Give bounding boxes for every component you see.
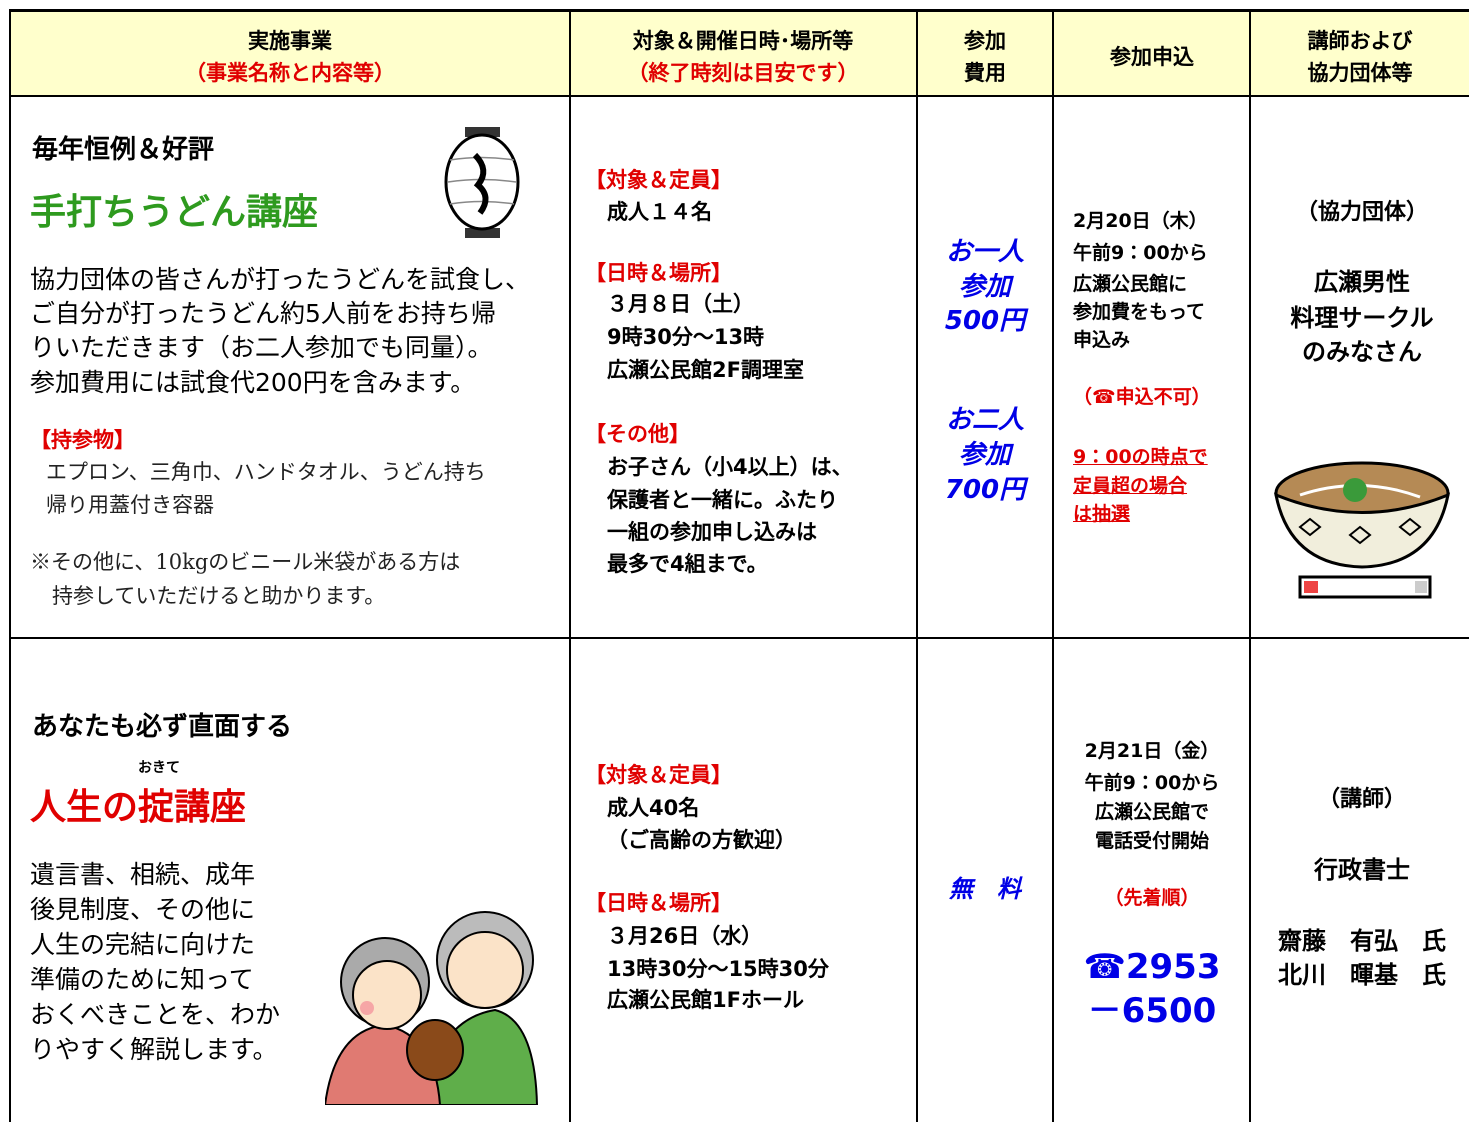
description: 協力団体の皆さんが打ったうどんを試食し、 xyxy=(30,265,531,294)
header-text: 費用 xyxy=(964,61,1006,85)
lead: 毎年恒例＆好評 xyxy=(32,135,215,165)
apply: 電話受付開始 xyxy=(1094,830,1210,852)
note: 持参していただけると助かります。 xyxy=(52,584,386,608)
description: おくべきことを、わか xyxy=(30,1000,281,1029)
section-line: 広瀬公民館1Fホール xyxy=(607,988,804,1012)
section-line: 成人１４名 xyxy=(607,200,712,224)
lecturer-label: （講師） xyxy=(1317,787,1407,812)
apply-lottery: 定員超の場合 xyxy=(1073,475,1188,497)
border xyxy=(10,95,1469,97)
fee: 参加 xyxy=(958,272,1012,302)
phone: ☎2953 xyxy=(1083,947,1221,987)
course-title: 人生の掟講座 xyxy=(30,787,247,828)
description: りいただきます（お二人参加でも同量）。 xyxy=(30,333,493,362)
section-line: 一組の参加申し込みは xyxy=(607,520,817,544)
section-label: 【対象＆定員】 xyxy=(585,763,732,787)
fee: お二人 xyxy=(945,405,1025,435)
apply: 2月21日（金） xyxy=(1084,740,1220,762)
section-line: （ご高齢の方歓迎） xyxy=(607,828,796,852)
apply: 参加費をもって xyxy=(1073,301,1206,323)
section-line: 9時30分～13時 xyxy=(607,325,765,349)
partner: 料理サークル xyxy=(1290,304,1434,332)
partner: のみなさん xyxy=(1302,338,1422,366)
section-line: ３月26日（水） xyxy=(607,924,763,948)
apply: 午前9：00から xyxy=(1073,242,1208,264)
apply: 広瀬公民館で xyxy=(1094,801,1210,823)
fee: 無 料 xyxy=(949,875,1021,903)
bring-item: エプロン、三角巾、ハンドタオル、うどん持ち xyxy=(46,460,486,484)
border xyxy=(9,9,11,1122)
udon-bowl-icon xyxy=(1273,461,1451,599)
apply-lottery: は抽選 xyxy=(1073,503,1131,525)
section-line: ３月８日（土） xyxy=(607,292,754,316)
description: ご自分が打ったうどん約5人前をお持ち帰 xyxy=(30,299,496,328)
bring-item: 帰り用蓋付き容器 xyxy=(46,493,214,517)
fee: 参加 xyxy=(958,440,1012,470)
border xyxy=(10,637,1469,639)
border xyxy=(569,9,571,1122)
apply: 2月20日（木） xyxy=(1073,210,1208,232)
header-text: （終了時刻は目安です） xyxy=(627,61,859,85)
bring-label: 【持参物】 xyxy=(30,428,135,452)
description: 参加費用には試食代200円を含みます。 xyxy=(30,368,476,397)
header-text: 参加申込 xyxy=(1110,45,1194,69)
lecturer-title: 行政書士 xyxy=(1314,856,1410,884)
header-text: （事業名称と内容等） xyxy=(185,61,395,85)
section-label: 【日時＆場所】 xyxy=(585,891,732,915)
partner: 広瀬男性 xyxy=(1314,268,1410,296)
elderly-couple-illustration xyxy=(325,911,539,1105)
border xyxy=(1249,9,1251,1122)
border xyxy=(916,9,918,1122)
apply-notice: （☎申込不可） xyxy=(1073,386,1211,408)
description: 後見制度、その他に xyxy=(30,895,256,924)
section-label: 【日時＆場所】 xyxy=(585,261,732,285)
description: 人生の完結に向けた xyxy=(30,930,256,959)
section-label: 【その他】 xyxy=(585,422,690,446)
partner-label: （協力団体） xyxy=(1295,200,1429,225)
header-bg xyxy=(10,10,1469,96)
header-text: 実施事業 xyxy=(248,29,332,53)
header-text: 参加 xyxy=(964,29,1006,53)
note: ※その他に、10kgのビニール米袋がある方は xyxy=(30,550,461,574)
apply-notice: （先着順） xyxy=(1104,887,1200,909)
lead: あなたも必ず直面する xyxy=(32,712,293,742)
section-line: 成人40名 xyxy=(607,796,700,820)
section-line: お子さん（小4以上）は、 xyxy=(607,455,853,479)
border xyxy=(10,9,1469,12)
lecturer: 北川 暉基 氏 xyxy=(1278,961,1446,989)
header-text: 対象＆開催日時･場所等 xyxy=(632,29,854,53)
apply: 申込み xyxy=(1073,329,1131,351)
apply: 午前9：00から xyxy=(1084,772,1220,794)
description: りやすく解説します。 xyxy=(30,1035,278,1064)
section-line: 保護者と一緒に。ふたり xyxy=(607,488,838,512)
section-line: 最多で4組まで。 xyxy=(607,552,768,576)
fee: お一人 xyxy=(945,237,1025,267)
section-line: 13時30分～15時30分 xyxy=(607,957,829,981)
ruby: おきて xyxy=(138,760,180,776)
course-title: 手打ちうどん講座 xyxy=(30,192,319,233)
phone: －6500 xyxy=(1087,991,1217,1031)
description: 準備のために知って xyxy=(30,965,254,994)
section-line: 広瀬公民館2F調理室 xyxy=(607,358,804,382)
description: 遺言書、相続、成年 xyxy=(30,860,256,889)
header-text: 講師および xyxy=(1307,29,1413,53)
border xyxy=(1052,9,1054,1122)
lecturer: 齋藤 有弘 氏 xyxy=(1278,927,1446,955)
section-label: 【対象＆定員】 xyxy=(585,168,732,192)
fee: 700円 xyxy=(944,475,1026,505)
apply: 広瀬公民館に xyxy=(1073,273,1188,295)
fee: 500円 xyxy=(944,306,1026,336)
header-text: 協力団体等 xyxy=(1307,61,1413,85)
apply-lottery: 9：00の時点で xyxy=(1073,446,1208,468)
lantern-icon xyxy=(444,127,520,238)
